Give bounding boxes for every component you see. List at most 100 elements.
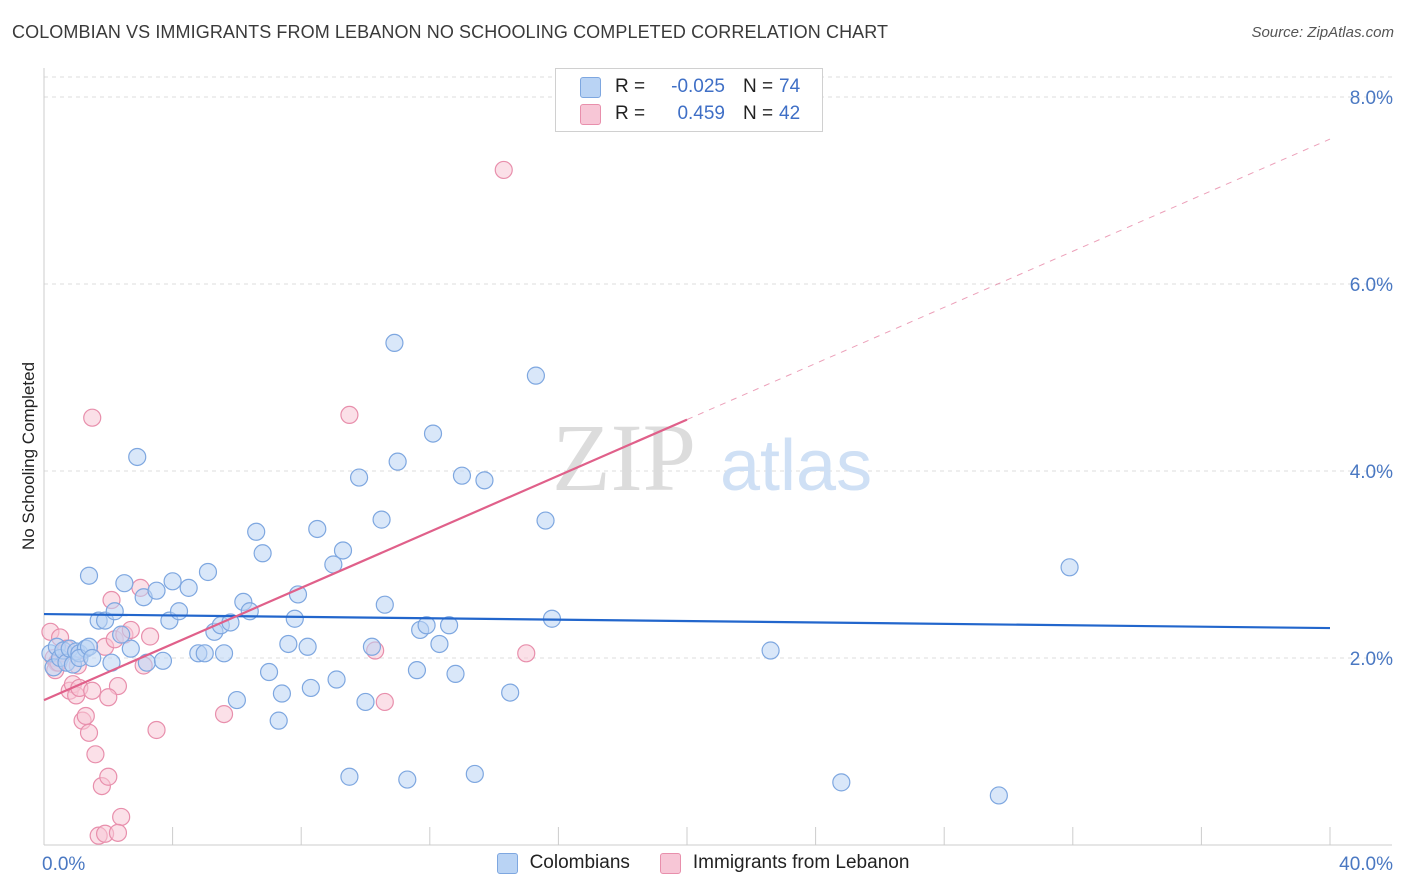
legend-item-lebanon[interactable]: Immigrants from Lebanon: [659, 852, 910, 874]
legend-r-label: R =: [615, 103, 646, 124]
legend-label-colombians: Colombians: [529, 852, 630, 873]
colombians-point: [761, 641, 780, 660]
colombians-point: [269, 711, 288, 730]
lebanon-point: [517, 644, 536, 663]
colombians-point: [247, 522, 266, 541]
colombians-point: [333, 541, 353, 560]
colombians-point: [121, 639, 140, 658]
colombians-point: [327, 670, 346, 689]
colombians-point: [163, 572, 182, 591]
colombians-point: [340, 767, 359, 786]
colombians-point: [179, 578, 198, 597]
legend-row-lebanon: R = 0.459 N = 42: [580, 101, 800, 127]
colombians-point: [439, 616, 459, 635]
watermark: ZIP atlas: [552, 404, 872, 511]
colombians-point: [169, 602, 189, 621]
lebanon-point: [140, 627, 160, 646]
colombians-point: [79, 566, 99, 585]
legend-swatch-blue: [580, 76, 601, 98]
colombians-point: [272, 684, 292, 703]
colombians-point: [385, 333, 404, 353]
colombians-point: [362, 637, 382, 656]
colombians-point: [989, 786, 1008, 805]
legend-r-value: -0.025: [671, 76, 725, 97]
legend-r-value: 0.459: [677, 103, 725, 124]
colombians-point: [105, 602, 124, 621]
colombians-point: [501, 683, 520, 702]
colombians-point: [259, 662, 279, 682]
stats-legend: R = -0.025 N = 74 R = 0.459 N = 42: [555, 68, 823, 132]
colombians-point: [832, 773, 851, 792]
y-tick-label: 6.0%: [1350, 275, 1393, 296]
colombians-point: [298, 637, 317, 656]
colombians-point: [407, 661, 427, 680]
lebanon-point: [83, 681, 102, 700]
lebanon-point: [340, 405, 359, 424]
colombians-point: [388, 452, 407, 471]
y-tick-label: 8.0%: [1350, 88, 1393, 109]
lebanon-point: [79, 723, 99, 742]
legend-n-label: N =: [743, 76, 774, 97]
chart-title: COLOMBIAN VS IMMIGRANTS FROM LEBANON NO …: [12, 22, 889, 42]
colombians-point: [227, 690, 246, 710]
colombians-point: [417, 616, 436, 635]
series-legend: Colombians Immigrants from Lebanon: [0, 852, 1406, 874]
colombians-point: [128, 447, 147, 467]
lebanon-point: [86, 745, 105, 764]
colombians-point: [423, 424, 443, 443]
y-axis-label: No Schooling Completed: [19, 362, 38, 550]
colombians-point: [195, 644, 214, 663]
legend-item-colombians[interactable]: Colombians: [496, 852, 630, 874]
axes: [43, 68, 1392, 846]
series-lebanon-points: [41, 160, 536, 845]
legend-swatch-pink: [659, 852, 681, 874]
lebanon-point: [76, 706, 95, 726]
lebanon-point: [108, 823, 128, 842]
lebanon-point: [83, 408, 102, 427]
lebanon-point: [99, 688, 118, 707]
colombians-point: [398, 770, 417, 789]
watermark-atlas: atlas: [720, 426, 872, 506]
colombians-point: [452, 466, 472, 485]
legend-n-value: 42: [779, 103, 801, 124]
chart-source: Source: ZipAtlas.com: [1251, 24, 1394, 41]
y-tick-label: 4.0%: [1350, 462, 1393, 483]
colombians-point: [198, 562, 218, 582]
lebanon-point: [214, 704, 234, 724]
colombians-point: [475, 471, 494, 490]
colombians-point: [147, 581, 166, 600]
lebanon-point: [112, 807, 131, 827]
legend-swatch-pink: [580, 103, 601, 125]
lebanon-trend-line: [43, 418, 688, 702]
colombians-point: [1060, 558, 1079, 577]
colombians-point: [349, 468, 369, 487]
colombians-point: [308, 519, 327, 539]
legend-r-label: R =: [615, 76, 646, 97]
grid-lines: [44, 76, 1392, 659]
y-tick-label: 2.0%: [1350, 649, 1393, 670]
colombians-point: [253, 544, 272, 563]
colombians-point: [446, 664, 465, 683]
colombians-point: [83, 648, 102, 668]
lebanon-point: [147, 720, 166, 740]
x-tick-label: 0.0%: [42, 854, 85, 875]
colombians-point: [112, 625, 131, 644]
colombians-point: [301, 678, 320, 698]
lebanon-point: [99, 767, 118, 786]
trend-lines: [43, 138, 1331, 702]
colombians-point: [536, 511, 555, 530]
colombians-point: [115, 574, 134, 593]
colombians-point: [526, 366, 545, 385]
lebanon-point: [494, 160, 513, 180]
x-tick-label: 40.0%: [1339, 854, 1393, 875]
colombians-point: [214, 644, 234, 663]
legend-n-label: N =: [743, 103, 774, 124]
colombians-point: [375, 595, 394, 614]
legend-swatch-blue: [496, 852, 518, 874]
colombians-point: [372, 510, 391, 529]
watermark-zip: ZIP: [552, 404, 696, 511]
colombians-point: [430, 634, 449, 654]
legend-label-lebanon: Immigrants from Lebanon: [692, 852, 910, 873]
colombians-point: [465, 764, 484, 784]
colombians-point: [153, 651, 173, 670]
